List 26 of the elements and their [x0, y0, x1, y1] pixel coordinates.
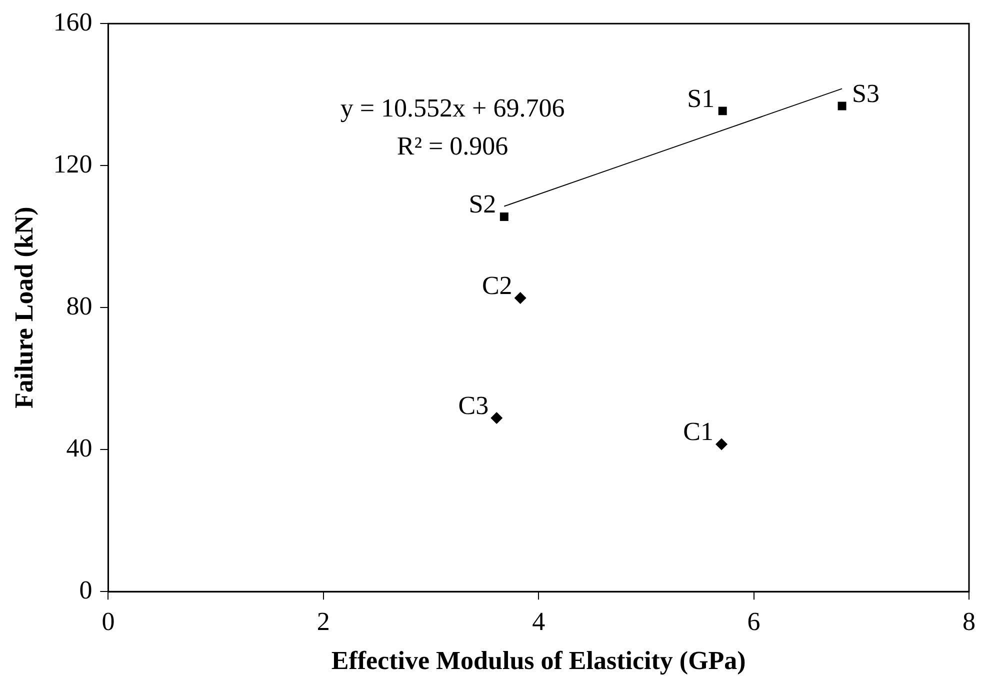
y-tick-label: 40	[66, 433, 92, 462]
x-tick-label: 4	[532, 607, 546, 636]
y-tick-label: 160	[53, 7, 92, 36]
x-tick-label: 2	[316, 607, 330, 636]
y-axis-title: Failure Load (kN)	[9, 206, 38, 408]
annotation: S3	[852, 78, 880, 108]
point	[490, 412, 503, 424]
point	[514, 292, 526, 304]
point	[716, 438, 728, 450]
y-tick-label: 80	[66, 291, 92, 320]
annotation: y = 10.552x + 69.706	[340, 93, 565, 122]
y-tick-label: 120	[53, 149, 92, 178]
x-tick-label: 0	[102, 607, 115, 636]
x-tick-label: 6	[747, 607, 760, 636]
point	[718, 106, 727, 116]
x-tick-label: 8	[962, 607, 976, 636]
annotation: C2	[482, 270, 512, 300]
annotation: S1	[687, 84, 715, 113]
x-axis-title: Effective Modulus of Elasticity (GPa)	[331, 646, 746, 676]
annotation: C3	[458, 390, 489, 420]
annotation: C1	[683, 417, 714, 446]
annotation: R² = 0.906	[396, 131, 508, 160]
annotation: S2	[468, 190, 496, 219]
y-tick-label: 0	[79, 575, 92, 604]
point	[838, 102, 846, 110]
point	[500, 212, 508, 221]
